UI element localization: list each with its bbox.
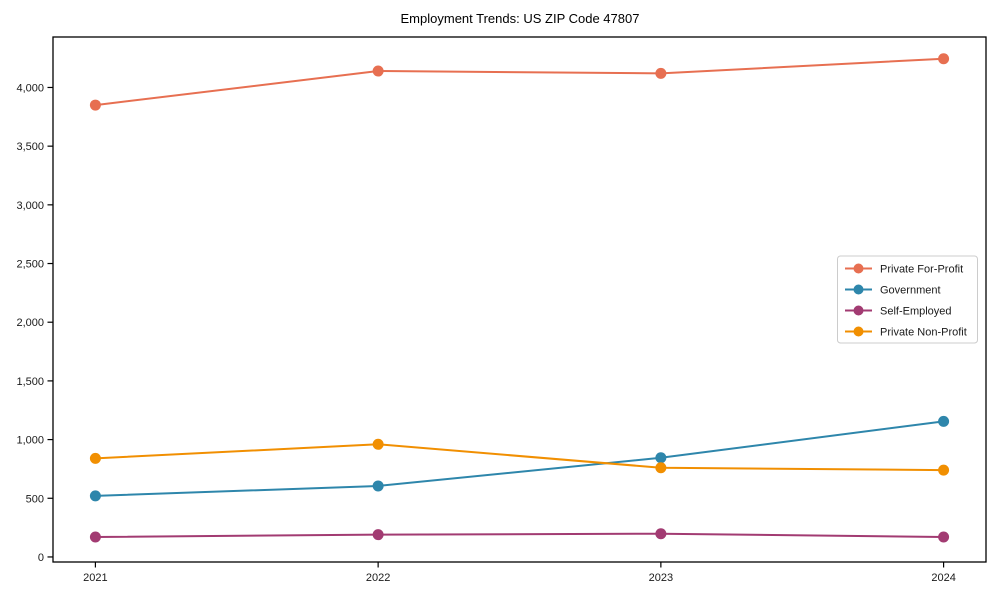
data-point-self-employed [372,529,384,541]
x-tick-label: 2023 [649,572,673,584]
legend-item-self-employed: Self-Employed [845,305,952,318]
legend-label: Government [880,285,941,297]
data-point-government [372,480,384,492]
y-tick-label: 2,500 [16,259,44,271]
x-tick-label: 2024 [931,572,955,584]
y-tick-label: 4,000 [16,82,44,94]
data-point-private-for-profit [89,99,101,111]
legend-item-private-for-profit: Private For-Profit [845,263,963,276]
x-tick-label: 2022 [366,572,390,584]
legend-marker-dot [853,284,864,295]
x-axis: 2021 2022 2023 2024 [83,562,956,584]
data-point-government [938,415,950,427]
legend-marker-dot [853,305,864,316]
data-point-self-employed [655,528,667,540]
y-tick-label: 1,000 [16,435,44,447]
legend-item-government: Government [845,284,941,297]
legend: Private For-Profit Government Self-Employe… [837,255,978,344]
y-tick-label: 500 [26,493,44,505]
data-point-self-employed [938,531,950,543]
y-tick-label: 0 [38,552,44,564]
legend-label: Private Non-Profit [880,327,967,339]
data-point-private-non-profit [655,462,667,474]
legend-marker-dot [853,326,864,337]
data-point-private-non-profit [89,452,101,464]
y-tick-label: 3,000 [16,200,44,212]
series-line-private-for-profit [94,57,945,107]
series-line-government [94,420,945,497]
plot-frame [52,36,987,563]
legend-label: Self-Employed [880,306,952,318]
y-tick-label: 2,000 [16,317,44,329]
plot-border [52,36,987,563]
data-point-government [89,490,101,502]
data-point-government [655,452,667,464]
y-axis: 0 500 1,000 1,500 2,000 2,500 3,000 3,500 4,000 [16,82,53,564]
legend-item-private-non-profit: Private Non-Profit [845,326,967,339]
chart-title: Employment Trends: US ZIP Code 47807 [401,11,640,26]
series-group [89,53,950,543]
legend-marker-dot [853,263,864,274]
data-point-private-non-profit [938,464,950,476]
data-point-private-for-profit [372,65,384,77]
data-point-private-non-profit [372,438,384,450]
data-point-self-employed [89,531,101,543]
series-line-self-employed [94,532,945,538]
y-tick-label: 3,500 [16,141,44,153]
series-line-private-non-profit [94,443,945,472]
data-point-private-for-profit [655,67,667,79]
legend-label: Private For-Profit [880,264,963,276]
y-tick-label: 1,500 [16,376,44,388]
data-point-private-for-profit [938,53,950,65]
legend-box [837,255,978,344]
x-tick-label: 2021 [83,572,107,584]
